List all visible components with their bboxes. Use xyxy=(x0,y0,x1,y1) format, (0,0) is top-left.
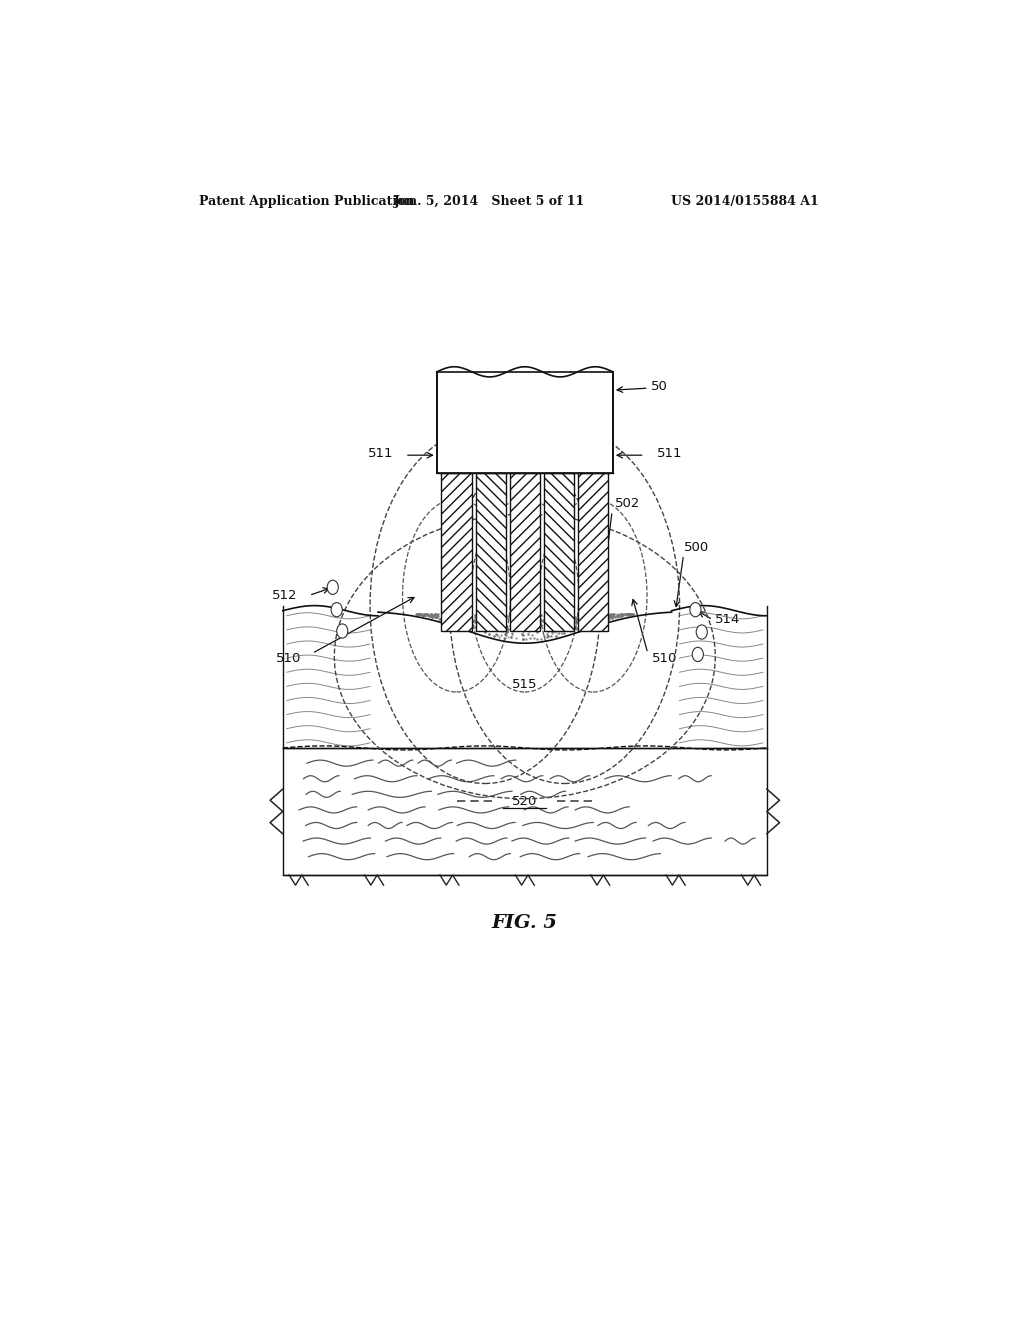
Bar xyxy=(578,474,608,631)
Text: 500: 500 xyxy=(684,541,709,554)
Text: 50: 50 xyxy=(651,380,668,392)
Circle shape xyxy=(696,624,708,639)
Text: 511: 511 xyxy=(368,446,393,459)
Text: 511: 511 xyxy=(656,446,682,459)
Text: 504: 504 xyxy=(520,422,546,434)
Circle shape xyxy=(692,647,703,661)
Text: 514: 514 xyxy=(715,614,740,627)
Text: 512: 512 xyxy=(271,589,297,602)
Bar xyxy=(475,474,506,631)
Bar xyxy=(441,474,472,631)
Text: 515: 515 xyxy=(512,678,538,692)
Text: 510: 510 xyxy=(652,652,677,665)
Text: 502: 502 xyxy=(614,498,640,511)
Circle shape xyxy=(337,624,348,638)
Text: FIG. 5: FIG. 5 xyxy=(492,913,558,932)
Circle shape xyxy=(331,602,342,616)
Text: US 2014/0155884 A1: US 2014/0155884 A1 xyxy=(671,194,818,207)
Bar xyxy=(544,474,574,631)
Bar xyxy=(475,474,506,631)
Bar xyxy=(578,474,608,631)
Text: Jun. 5, 2014   Sheet 5 of 11: Jun. 5, 2014 Sheet 5 of 11 xyxy=(393,194,585,207)
Circle shape xyxy=(328,581,338,594)
Bar xyxy=(544,474,574,631)
Bar xyxy=(510,474,540,631)
Bar xyxy=(510,474,540,631)
Text: Patent Application Publication: Patent Application Publication xyxy=(200,194,415,207)
Bar xyxy=(441,474,472,631)
Text: 520: 520 xyxy=(512,795,538,808)
Circle shape xyxy=(690,602,701,616)
Bar xyxy=(436,372,613,474)
Text: 510: 510 xyxy=(275,652,301,665)
Bar xyxy=(283,748,767,875)
